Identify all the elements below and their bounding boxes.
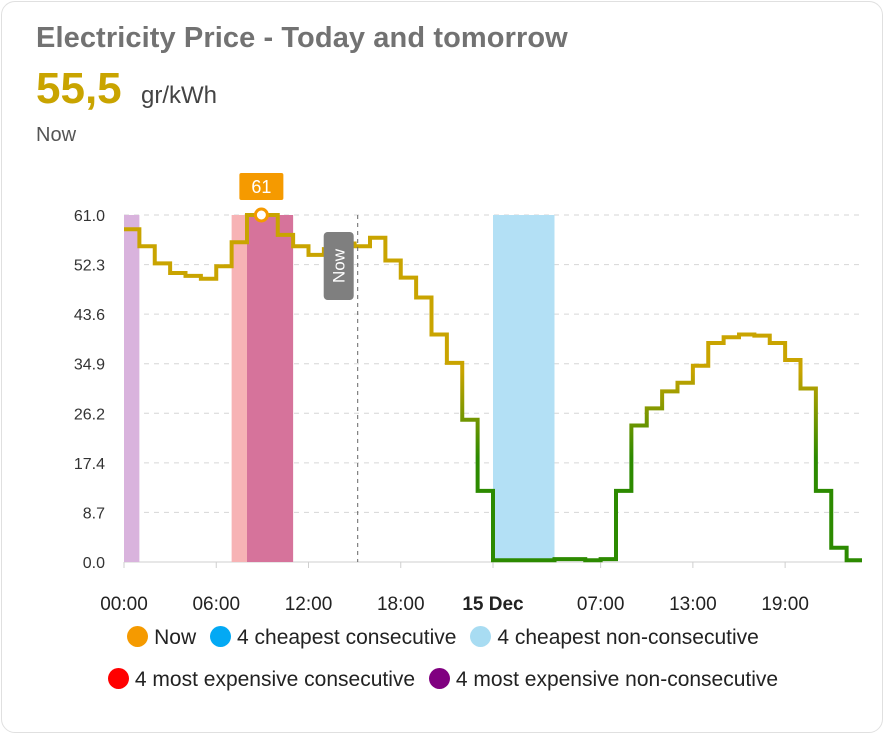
max-point-marker xyxy=(253,207,269,223)
now-caption: Now xyxy=(36,124,77,146)
card-title: Electricity Price - Today and tomorrow xyxy=(36,22,568,54)
y-axis-ticks: 61.0 52.3 43.6 34.9 26.2 17.4 8.7 0.0 xyxy=(74,208,105,572)
legend-label: 4 cheapest consecutive xyxy=(237,626,457,649)
x-tick-label: 19:00 xyxy=(761,594,809,615)
y-tick-label: 34.9 xyxy=(74,357,105,374)
x-tick-label: 15 Dec xyxy=(462,594,524,615)
price-line-group xyxy=(124,213,862,563)
current-price-value: 55,5 xyxy=(36,64,122,114)
legend-item-cheapest-non-consecutive[interactable]: 4 cheapest non-consecutive xyxy=(470,626,759,650)
legend-label: 4 most expensive non-consecutive xyxy=(455,668,779,691)
now-tag xyxy=(323,232,354,300)
y-tick-label: 52.3 xyxy=(74,258,105,275)
y-tick-label: 61.0 xyxy=(74,208,105,225)
x-tick-label: 00:00 xyxy=(100,594,148,615)
x-tick-label: 06:00 xyxy=(192,594,240,615)
price-unit: gr/kWh xyxy=(141,82,218,109)
x-tick-label: 07:00 xyxy=(577,594,625,615)
y-tick-label: 0.0 xyxy=(83,555,105,572)
highlight-band xyxy=(247,215,294,562)
x-tick-label: 12:00 xyxy=(285,594,333,615)
price-chart: 61.0 52.3 43.6 34.9 26.2 17.4 8.7 0.0 00:00 06:0… xyxy=(74,173,862,615)
legend-dot xyxy=(210,626,231,647)
legend-item-cheapest-consecutive[interactable]: 4 cheapest consecutive xyxy=(210,626,456,650)
legend-label: Now xyxy=(154,626,197,649)
x-tick-label: 18:00 xyxy=(377,594,425,615)
legend-item-now[interactable]: Now xyxy=(127,626,196,650)
highlight-band xyxy=(493,215,555,562)
y-tick-label: 17.4 xyxy=(74,456,105,473)
y-tick-label: 43.6 xyxy=(74,307,105,324)
legend-item-expensive-non-consecutive[interactable]: 4 most expensive non-consecutive xyxy=(428,668,779,692)
legend-dot xyxy=(127,626,149,647)
legend-row-2: 4 most expensive consecutive 4 most expe… xyxy=(0,668,886,692)
legend-label: 4 most expensive consecutive xyxy=(134,668,416,691)
legend-label: 4 cheapest non-consecutive xyxy=(497,626,759,649)
current-price-number: 55,5 xyxy=(36,64,122,113)
legend-row-1: Now 4 cheapest consecutive 4 cheapest no… xyxy=(0,626,886,650)
highlight-band xyxy=(124,215,140,562)
legend-dot xyxy=(107,668,129,689)
chart-markers: Now 61 xyxy=(239,173,359,562)
legend-dot xyxy=(470,626,492,647)
y-tick-label: 8.7 xyxy=(83,505,105,522)
x-tick-label: 13:00 xyxy=(669,594,717,615)
legend-dot xyxy=(428,668,450,689)
x-axis-ticks: 00:00 06:00 12:00 18:00 15 Dec 07:00 13:00 19:0… xyxy=(100,562,809,615)
price-step-line xyxy=(124,213,862,563)
highlight-band xyxy=(231,215,247,562)
y-tick-label: 26.2 xyxy=(74,406,105,423)
legend-item-expensive-consecutive[interactable]: 4 most expensive consecutive xyxy=(107,668,416,692)
max-tag xyxy=(239,173,284,200)
max-tag-label: 61 xyxy=(251,177,271,197)
highlight-bands xyxy=(124,215,555,562)
now-tag-label: Now xyxy=(330,248,349,283)
